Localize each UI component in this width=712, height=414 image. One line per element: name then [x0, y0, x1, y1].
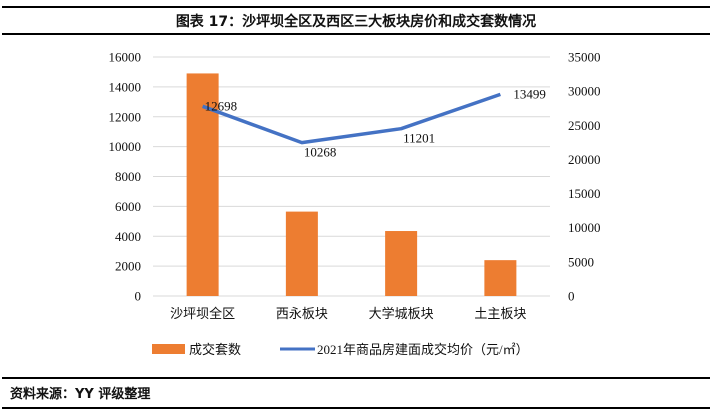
bottom-rule — [2, 407, 710, 409]
title-rule — [2, 33, 710, 35]
left-axis-tick-label: 12000 — [109, 109, 142, 124]
legend-bar-swatch — [152, 344, 185, 354]
category-label: 沙坪坝全区 — [170, 306, 235, 321]
right-axis-tick-label: 5000 — [568, 254, 594, 269]
legend-line-label: 2021年商品房建面成交均价（元/㎡） — [317, 342, 529, 357]
line-data-label: 11201 — [403, 131, 435, 146]
left-axis-tick-label: 2000 — [115, 259, 141, 274]
category-label: 西永板块 — [276, 306, 328, 321]
right-axis-tick-label: 35000 — [568, 50, 601, 65]
line-data-label: 13499 — [513, 86, 546, 101]
left-axis-tick-label: 10000 — [109, 139, 142, 154]
bar-3 — [385, 231, 418, 296]
source-note: 资料来源：YY 评级整理 — [10, 387, 151, 402]
line-data-label: 12698 — [205, 98, 238, 113]
right-axis-tick-label: 30000 — [568, 84, 601, 99]
left-axis-tick-label: 16000 — [109, 50, 142, 65]
chart-title: 图表 17：沙坪坝全区及西区三大板块房价和成交套数情况 — [175, 14, 537, 30]
left-axis-tick-label: 4000 — [115, 229, 141, 244]
left-axis-tick-label: 0 — [135, 289, 142, 304]
right-axis-tick-label: 15000 — [568, 186, 601, 201]
bar-2 — [285, 211, 318, 296]
right-axis-tick-label: 0 — [568, 289, 575, 304]
right-axis-tick-label: 20000 — [568, 152, 601, 167]
legend-bar-label: 成交套数 — [189, 342, 241, 357]
price-line — [202, 92, 501, 145]
left-axis-tick-label: 8000 — [115, 169, 141, 184]
left-axis-tick-label: 14000 — [109, 79, 142, 94]
right-axis-tick-label: 10000 — [568, 220, 601, 235]
category-label: 大学城板块 — [369, 306, 434, 321]
line-data-label: 10268 — [304, 145, 337, 160]
category-label: 土主板块 — [474, 306, 526, 321]
right-axis-tick-label: 25000 — [568, 118, 601, 133]
source-top-rule — [2, 377, 710, 379]
top-rule — [2, 6, 710, 8]
bar-4 — [484, 260, 517, 296]
left-axis-tick-label: 6000 — [115, 199, 141, 214]
